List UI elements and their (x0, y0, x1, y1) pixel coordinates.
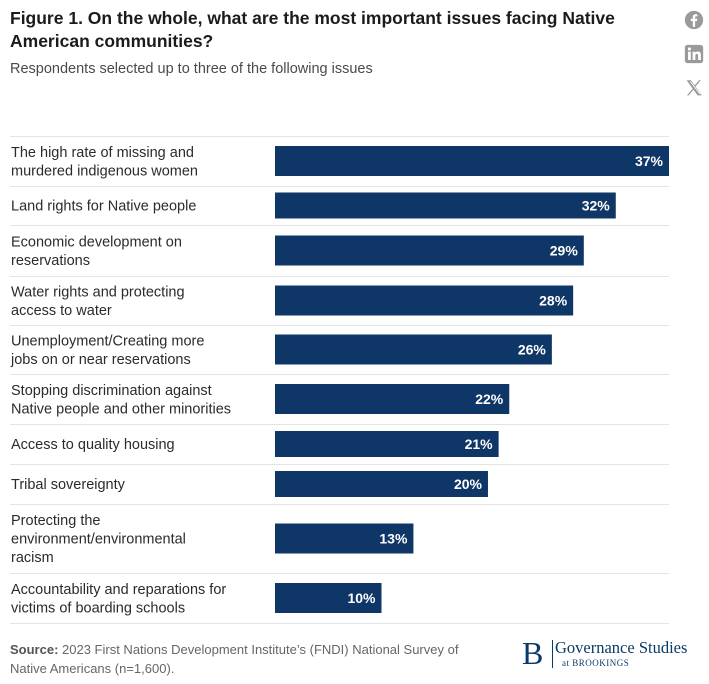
source-label: Source: (10, 642, 59, 657)
category-label-line: Access to quality housing (11, 437, 175, 453)
bar (275, 523, 414, 554)
category-label-line: reservations (11, 253, 90, 269)
bar-chart: The high rate of missing and murdered ind… (10, 136, 669, 624)
bar (275, 583, 382, 613)
x-icon (686, 80, 702, 96)
facebook-share-button[interactable] (683, 9, 705, 31)
logo-program-name: Governance Studies (555, 638, 688, 657)
category-label: Land rights for Native people (11, 199, 196, 215)
bar (275, 235, 584, 266)
category-label-line: murdered indigenous women (11, 163, 198, 179)
bar (275, 285, 574, 316)
category-label-line: environment/environmental (11, 532, 186, 548)
bar (275, 431, 499, 457)
category-label-line: Tribal sovereignty (11, 477, 126, 493)
category-label: Protecting the environment/environmental r… (11, 513, 186, 566)
bar-value-label: 22% (475, 391, 504, 407)
bar-value-label: 20% (454, 476, 483, 492)
category-label: The high rate of missing and murdered ind… (11, 145, 198, 180)
category-label: Access to quality housing (11, 437, 175, 453)
chart-subtitle: Respondents selected up to three of the … (10, 61, 373, 77)
source-note: Source: 2023 First Nations Development I… (10, 640, 490, 678)
category-label-line: Protecting the (11, 513, 100, 529)
category-label: Economic development on reservations (11, 234, 182, 269)
bar (275, 471, 488, 497)
source-text: 2023 First Nations Development Institute… (10, 642, 459, 676)
category-label-line: Native people and other minorities (11, 401, 231, 417)
bar-value-label: 32% (582, 198, 611, 214)
facebook-icon (684, 10, 704, 30)
category-label: Unemployment/Creating more jobs on or nea… (10, 333, 204, 368)
category-label-line: Unemployment/Creating more (11, 333, 204, 349)
bar-value-label: 13% (379, 531, 408, 547)
logo-institution: at BROOKINGS (562, 658, 630, 668)
category-label-line: Stopping discrimination against (11, 383, 212, 399)
category-label-line: The high rate of missing and (11, 145, 194, 161)
brookings-b-mark: B (522, 635, 544, 671)
bar-value-label: 21% (465, 436, 494, 452)
bar-value-label: 26% (518, 342, 547, 358)
linkedin-share-button[interactable] (683, 43, 705, 65)
category-label: Stopping discrimination against Native pe… (11, 383, 231, 418)
bar (275, 384, 510, 414)
bar-value-label: 28% (539, 293, 568, 309)
category-label-line: jobs on or near reservations (10, 352, 191, 368)
brookings-logo[interactable]: B Governance Studies at BROOKINGS (522, 636, 707, 672)
bar (275, 146, 669, 176)
bar (275, 192, 616, 219)
bar (275, 334, 552, 365)
category-label-line: access to water (11, 303, 112, 319)
category-label-line: Land rights for Native people (11, 199, 196, 215)
linkedin-icon (684, 44, 704, 64)
x-share-button[interactable] (683, 77, 705, 99)
category-label-line: Economic development on (11, 234, 182, 250)
category-label-line: Accountability and reparations for (11, 582, 226, 598)
bar-value-label: 37% (635, 153, 664, 169)
category-label: Tribal sovereignty (11, 477, 126, 493)
category-label-line: Water rights and protecting (11, 284, 185, 300)
category-label-line: racism (11, 550, 54, 566)
logo-divider (552, 640, 553, 668)
bar-value-label: 29% (550, 243, 579, 259)
category-label: Water rights and protecting access to wat… (11, 284, 185, 319)
category-label: Accountability and reparations for victim… (11, 582, 226, 617)
bar-value-label: 10% (347, 590, 376, 606)
category-label-line: victims of boarding schools (11, 600, 185, 616)
chart-title: Figure 1. On the whole, what are the mos… (10, 8, 615, 51)
